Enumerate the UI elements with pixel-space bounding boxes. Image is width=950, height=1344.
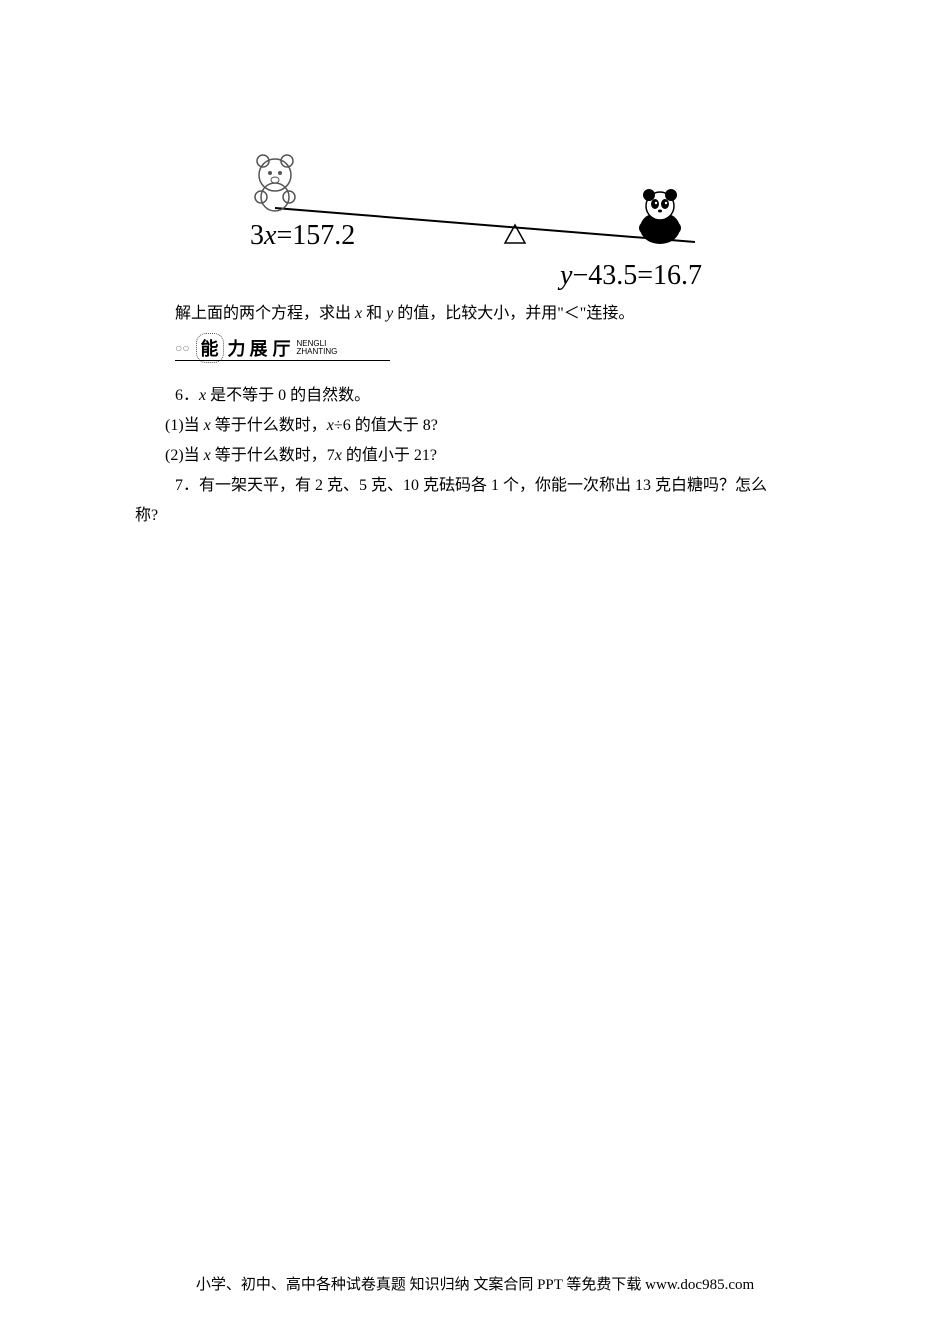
page: 3x=157.2 y−43.5=16.7 解上面的两个方程，求出 x 和 y 的… <box>0 0 950 1344</box>
solve-post: 的值，比较大小，并用"＜"连接。 <box>393 305 634 322</box>
q6a-x2: x <box>327 417 334 434</box>
banner-li: 力 <box>228 335 246 361</box>
banner-pinyin: NENGLI ZHANTING <box>297 340 338 356</box>
eq-right-rhs: −43.5=16.7 <box>572 260 702 291</box>
q6a-post: ÷6 的值大于 8? <box>334 417 438 434</box>
question-7-line2: 称? <box>135 502 815 531</box>
solve-instruction: 解上面的两个方程，求出 x 和 y 的值，比较大小，并用"＜"连接。 <box>175 300 855 329</box>
q6b-pre: (2)当 <box>165 447 204 464</box>
q6a-pre: (1)当 <box>165 417 204 434</box>
solve-pre: 解上面的两个方程，求出 <box>175 305 355 322</box>
question-6: 6．x 是不等于 0 的自然数。 <box>175 382 855 411</box>
eq-left-coef: 3 <box>250 220 264 251</box>
eq-left-rhs: =157.2 <box>276 220 355 251</box>
section-banner: ○○ 能 力 展 厅 NENGLI ZHANTING <box>175 333 415 363</box>
banner-pinyin-2: ZHANTING <box>297 347 338 356</box>
q6a-mid: 等于什么数时， <box>211 417 327 434</box>
q6b-x: x <box>204 447 211 464</box>
q6b-x2: x <box>335 447 342 464</box>
solve-mid: 和 <box>362 305 386 322</box>
question-7-line1: 7．有一架天平，有 2 克、5 克、10 克砝码各 1 个，你能一次称出 13 … <box>175 472 835 501</box>
q6a-x: x <box>204 417 211 434</box>
eq-right-var: y <box>560 260 572 291</box>
equation-right: y−43.5=16.7 <box>560 260 702 292</box>
q7-text1: 7．有一架天平，有 2 克、5 克、10 克砝码各 1 个，你能一次称出 13 … <box>175 477 767 494</box>
q6b-mid: 等于什么数时，7 <box>211 447 335 464</box>
banner-dots-icon: ○○ <box>175 341 190 356</box>
eq-left-var: x <box>264 220 276 251</box>
question-6-part1: (1)当 x 等于什么数时，x÷6 的值大于 8? <box>165 412 845 441</box>
q6-post: 是不等于 0 的自然数。 <box>206 387 370 404</box>
teddy-bear-icon <box>255 155 295 211</box>
question-6-part2: (2)当 x 等于什么数时，7x 的值小于 21? <box>165 442 845 471</box>
lever-figure: 3x=157.2 y−43.5=16.7 <box>240 140 740 300</box>
equation-left: 3x=157.2 <box>250 220 355 252</box>
page-footer: 小学、初中、高中各种试卷真题 知识归纳 文案合同 PPT 等免费下载 www.d… <box>0 1273 950 1294</box>
q6-num: 6． <box>175 387 199 404</box>
banner-underline <box>175 360 390 361</box>
banner-zhanting: 展 厅 <box>250 335 291 361</box>
q6b-post: 的值小于 21? <box>342 447 437 464</box>
panda-icon <box>639 189 681 244</box>
banner-neng: 能 <box>196 333 224 363</box>
q7-text2: 称? <box>135 507 158 524</box>
